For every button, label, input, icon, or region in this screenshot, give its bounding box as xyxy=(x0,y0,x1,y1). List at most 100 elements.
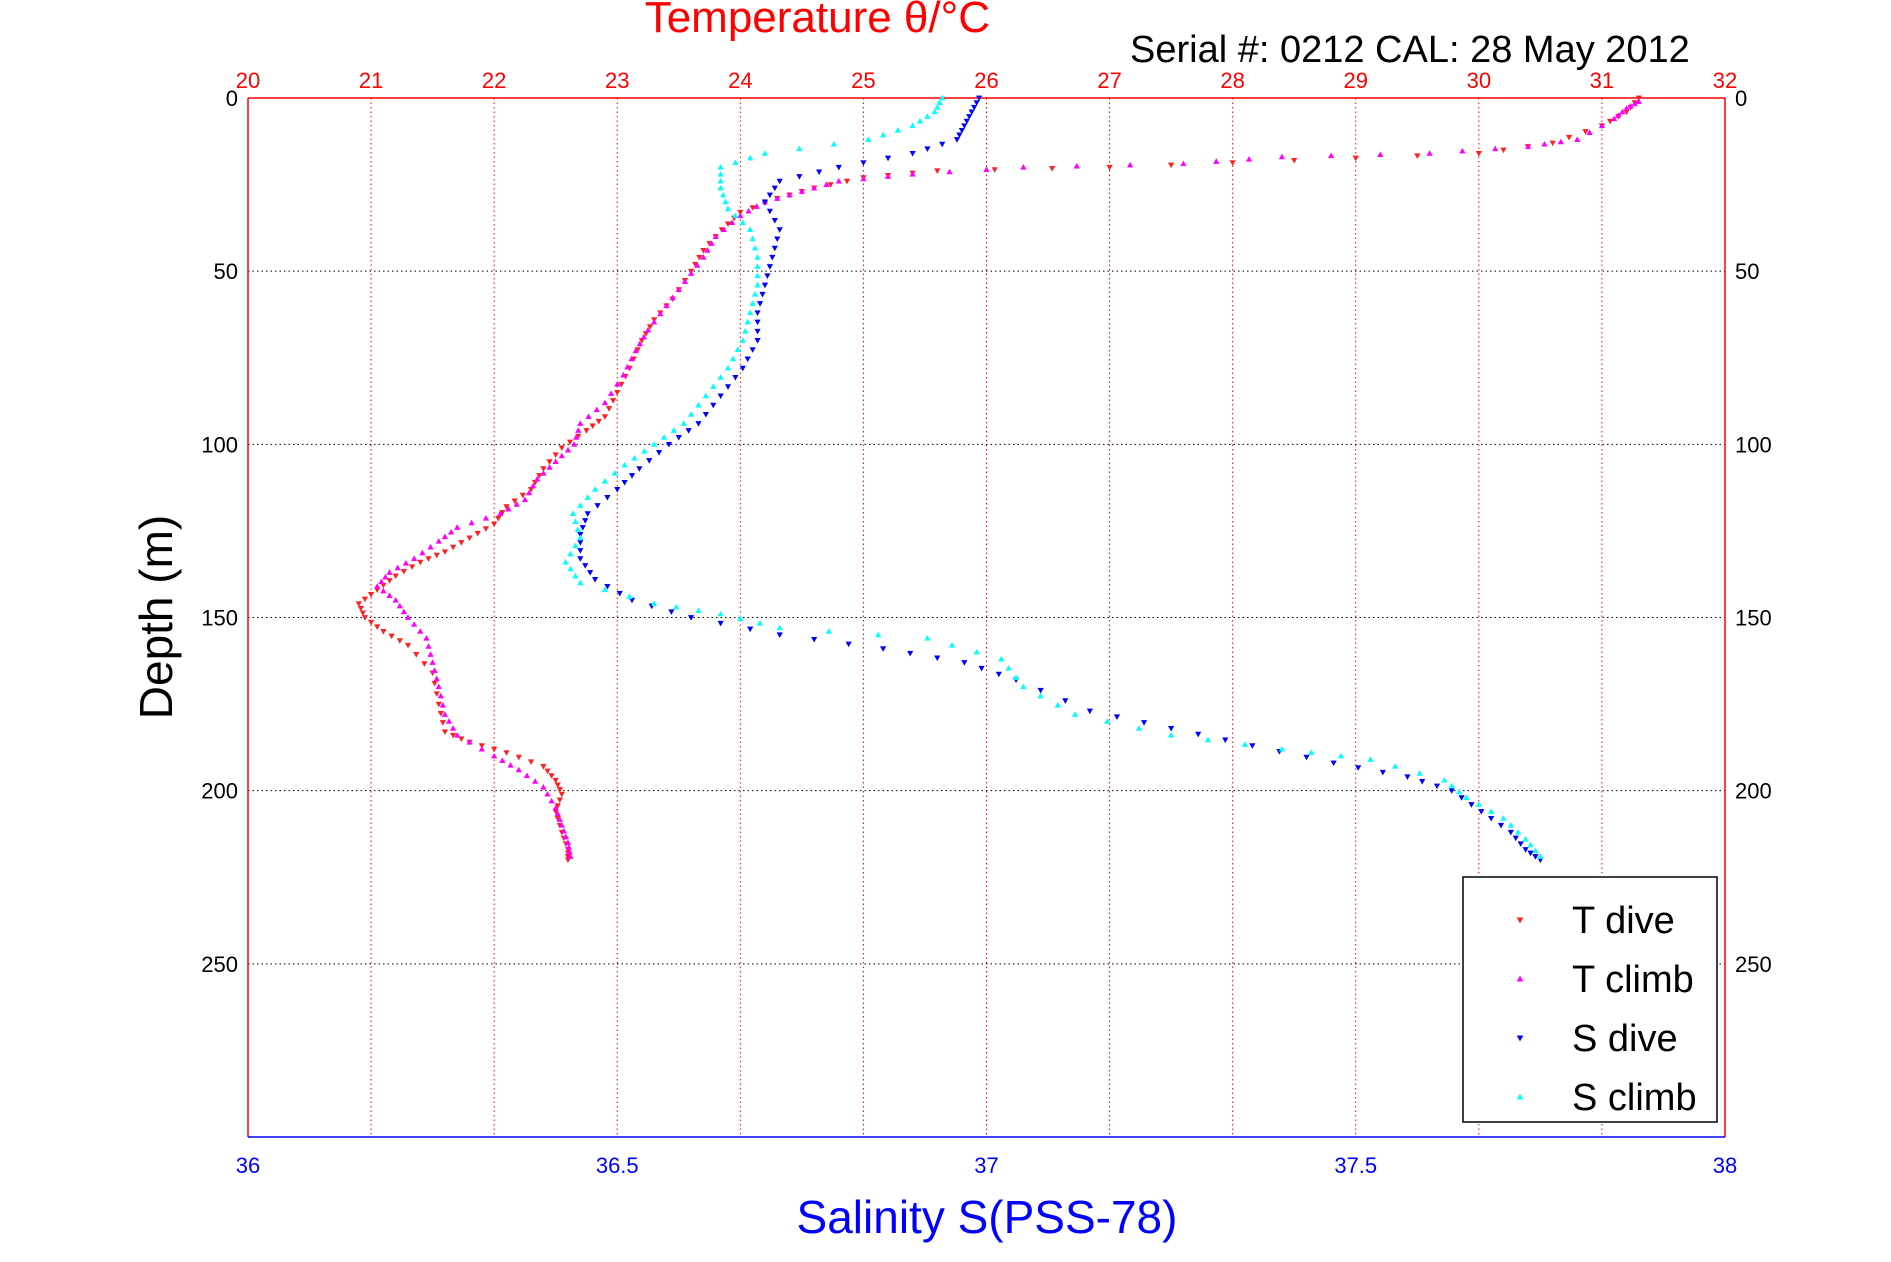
data-point xyxy=(1416,770,1423,776)
data-point xyxy=(435,538,442,544)
data-point xyxy=(566,439,574,446)
data-point xyxy=(669,294,676,301)
data-point xyxy=(1475,151,1482,157)
data-point xyxy=(589,423,596,430)
data-point xyxy=(747,154,754,161)
data-point xyxy=(441,549,449,555)
data-point xyxy=(497,510,504,516)
data-point xyxy=(441,711,449,717)
data-point xyxy=(548,773,555,779)
data-point xyxy=(1049,166,1056,172)
data-point xyxy=(754,272,761,279)
legend: T dive T climb S dive S climb xyxy=(1462,876,1718,1123)
legend-label: S climb xyxy=(1572,1077,1697,1119)
data-point xyxy=(825,628,833,634)
data-point xyxy=(565,844,572,850)
data-point xyxy=(1532,847,1539,854)
data-point xyxy=(626,593,633,600)
data-point xyxy=(482,526,490,532)
data-point xyxy=(540,783,547,790)
data-point xyxy=(636,340,643,347)
data-point xyxy=(968,109,975,116)
data-point xyxy=(575,427,582,433)
data-point xyxy=(1020,683,1027,690)
data-point xyxy=(641,448,648,454)
data-point xyxy=(624,363,631,370)
data-point xyxy=(811,637,818,643)
data-point xyxy=(1478,809,1485,815)
data-point xyxy=(983,166,990,172)
legend-label: T dive xyxy=(1572,900,1675,942)
data-point xyxy=(417,628,424,634)
data-point xyxy=(540,469,547,476)
data-point xyxy=(556,797,563,804)
data-point xyxy=(843,178,851,185)
data-point xyxy=(425,556,432,562)
data-point xyxy=(560,827,568,834)
data-point xyxy=(583,428,590,434)
data-point xyxy=(668,609,675,615)
data-point xyxy=(931,108,938,115)
data-point xyxy=(681,278,689,284)
data-point xyxy=(764,273,771,280)
data-point xyxy=(1303,754,1310,761)
data-point xyxy=(628,355,635,362)
data-point xyxy=(1448,788,1455,794)
data-point xyxy=(963,118,970,125)
data-point xyxy=(1140,720,1148,726)
data-point xyxy=(402,560,410,566)
data-point xyxy=(1557,138,1564,145)
data-point xyxy=(566,848,573,855)
data-point xyxy=(909,122,916,129)
data-point xyxy=(380,587,387,594)
salinity-tick-label: 38 xyxy=(1713,1153,1737,1178)
data-point xyxy=(573,434,580,440)
data-point xyxy=(1619,108,1626,115)
depth-tick-label-right: 250 xyxy=(1735,952,1772,977)
data-point xyxy=(577,548,584,554)
data-point xyxy=(491,746,498,753)
legend-marker xyxy=(1516,1093,1524,1100)
data-point xyxy=(710,402,717,409)
data-point xyxy=(1574,136,1581,142)
data-point xyxy=(1106,164,1113,171)
data-point xyxy=(934,104,941,110)
data-point xyxy=(1005,665,1012,671)
data-point xyxy=(594,503,601,509)
salinity-tick-label: 36 xyxy=(236,1153,260,1178)
data-point xyxy=(380,628,387,635)
data-point xyxy=(646,458,653,464)
data-point xyxy=(435,683,442,690)
data-point xyxy=(924,113,931,119)
data-point xyxy=(574,526,581,533)
data-point xyxy=(536,473,543,479)
data-point xyxy=(1379,769,1386,776)
data-point xyxy=(655,450,663,456)
depth-tick-label-left: 250 xyxy=(201,952,238,977)
data-point xyxy=(739,365,746,372)
data-point xyxy=(694,262,701,268)
data-point xyxy=(766,264,773,270)
grid-layer xyxy=(248,98,1725,1137)
data-point xyxy=(749,235,756,242)
data-point xyxy=(571,441,578,447)
serial-info-text: Serial #: 0212 CAL: 28 May 2012 xyxy=(1130,29,1690,71)
data-point xyxy=(695,607,702,613)
data-point xyxy=(1168,732,1175,738)
temperature-tick-label: 24 xyxy=(728,68,752,93)
data-point xyxy=(567,550,574,557)
data-point xyxy=(1419,779,1426,785)
data-point xyxy=(601,399,609,406)
data-point xyxy=(361,615,369,621)
temperature-tick-label: 23 xyxy=(605,68,629,93)
data-point xyxy=(1459,147,1466,154)
data-point xyxy=(495,515,502,522)
data-point xyxy=(411,555,418,562)
data-point xyxy=(1507,822,1514,828)
data-point xyxy=(437,710,444,717)
data-point xyxy=(776,624,783,631)
data-point xyxy=(1631,100,1638,107)
data-point xyxy=(564,446,572,453)
data-point xyxy=(367,592,375,598)
data-point xyxy=(628,473,636,479)
